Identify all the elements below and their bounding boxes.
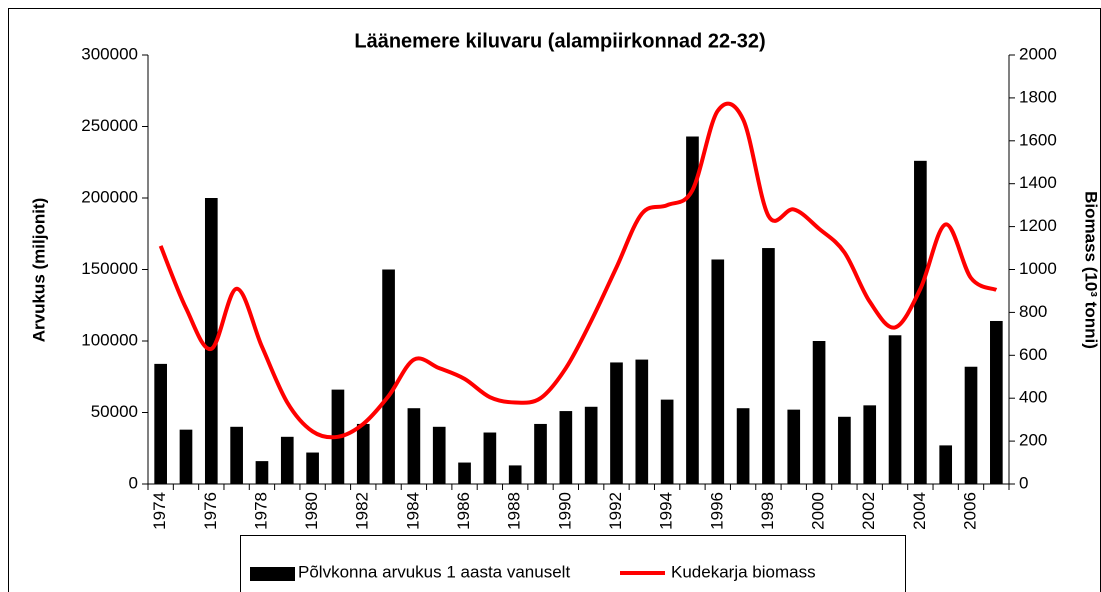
line-series — [158, 101, 998, 440]
x-tick-label: 2000 — [809, 492, 828, 530]
bar — [635, 359, 649, 484]
bar — [711, 259, 725, 484]
bar — [407, 408, 421, 484]
y-tick-label: 150000 — [81, 259, 138, 278]
bar — [154, 363, 167, 484]
legend-swatch — [250, 567, 295, 581]
bar — [964, 366, 978, 484]
bar — [838, 416, 851, 484]
y2-tick-label: 1800 — [1019, 87, 1057, 106]
bar — [204, 198, 218, 484]
bar — [939, 445, 953, 484]
x-tick-label: 1978 — [251, 492, 270, 530]
y-tick-label: 200000 — [81, 187, 138, 206]
bar — [280, 436, 294, 484]
y2-tick-label: 0 — [1019, 473, 1028, 492]
x-tick-label: 2006 — [960, 492, 979, 530]
x-tick-label: 1974 — [150, 492, 169, 530]
y2-tick-label: 2000 — [1019, 44, 1057, 63]
y-tick-label: 0 — [129, 473, 138, 492]
chart-title: Läänemere kiluvaru (alampiirkonnad 22-32… — [354, 30, 765, 52]
bar — [686, 136, 699, 484]
bar — [787, 409, 801, 484]
bar — [888, 335, 902, 484]
bar — [179, 429, 193, 484]
legend-label: Kudekarja biomass — [671, 562, 816, 581]
bar — [483, 432, 497, 484]
y-tick-label: 300000 — [81, 44, 138, 63]
y2-axis-label: Biomass (10³ tonni) — [1082, 191, 1101, 349]
y-tick-label: 50000 — [91, 402, 138, 421]
bar — [508, 465, 522, 484]
bar — [610, 362, 623, 484]
bar — [914, 160, 927, 484]
y2-tick-label: 1600 — [1019, 130, 1057, 149]
x-tick-label: 1990 — [555, 492, 574, 530]
bar — [534, 423, 547, 484]
bar — [458, 462, 471, 484]
x-tick-label: 2004 — [910, 492, 929, 530]
y2-tick-label: 200 — [1019, 431, 1047, 450]
legend-box — [240, 535, 906, 592]
x-tick-label: 1988 — [505, 492, 524, 530]
bar — [812, 341, 826, 484]
bar — [584, 406, 598, 484]
bar — [356, 423, 370, 484]
bar — [432, 426, 446, 484]
x-tick-label: 1994 — [657, 492, 676, 530]
y-axis-label: Arvukus (miljonit) — [29, 198, 48, 343]
bar — [762, 248, 775, 484]
x-tick-label: 1976 — [201, 492, 220, 530]
bar — [990, 320, 1003, 484]
y2-tick-label: 1400 — [1019, 173, 1057, 192]
y2-tick-label: 1000 — [1019, 259, 1057, 278]
x-tick-label: 1984 — [403, 492, 422, 530]
y-tick-label: 100000 — [81, 330, 138, 349]
y2-tick-label: 1200 — [1019, 216, 1057, 235]
x-tick-label: 1986 — [454, 492, 473, 530]
bar — [255, 461, 269, 484]
y2-tick-label: 600 — [1019, 345, 1047, 364]
bar — [736, 408, 750, 484]
x-tick-label: 1996 — [707, 492, 726, 530]
legend-label: Põlvkonna arvukus 1 aasta vanuselt — [298, 562, 570, 581]
bar — [863, 405, 877, 484]
bar — [660, 399, 674, 484]
x-tick-label: 1992 — [606, 492, 625, 530]
x-tick-label: 2002 — [859, 492, 878, 530]
bar — [306, 452, 319, 484]
x-tick-label: 1998 — [758, 492, 777, 530]
y2-tick-label: 800 — [1019, 302, 1047, 321]
y-tick-label: 250000 — [81, 116, 138, 135]
bar — [230, 426, 243, 484]
bar — [382, 269, 395, 484]
y2-tick-label: 400 — [1019, 388, 1047, 407]
x-tick-label: 1980 — [302, 492, 321, 530]
bar — [559, 411, 573, 484]
x-tick-label: 1982 — [353, 492, 372, 530]
